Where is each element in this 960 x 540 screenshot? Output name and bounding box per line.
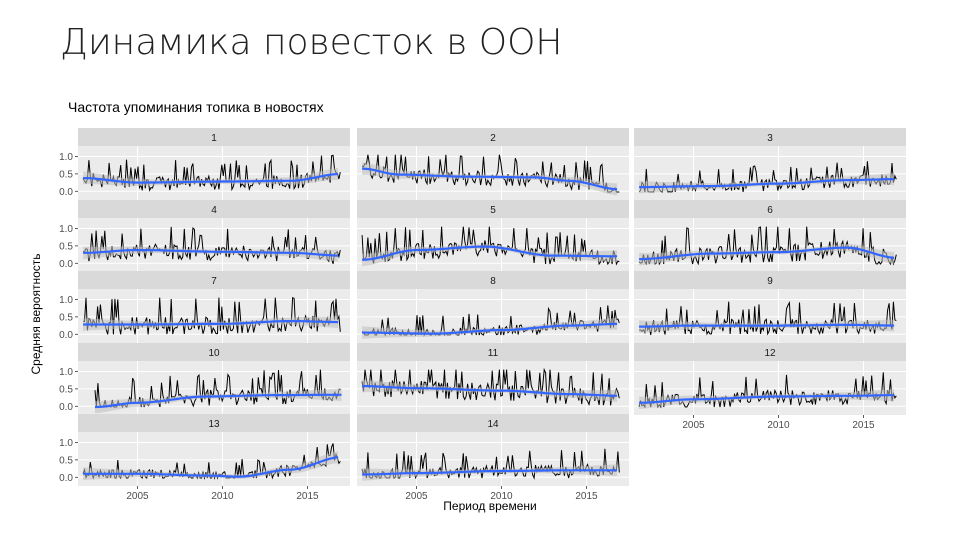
facet-strip <box>357 271 629 289</box>
facet-strip <box>78 414 350 432</box>
y-tick-label: 0.0 <box>59 473 73 484</box>
raw-series-line <box>82 154 341 192</box>
raw-series-line <box>361 154 620 193</box>
chart-title: Частота упоминания топика в новостях <box>68 99 324 115</box>
facet-strip <box>357 343 629 361</box>
smooth-trend-line <box>639 323 895 328</box>
y-tick-label: 0.0 <box>59 402 73 413</box>
facet-strip-label: 7 <box>211 276 217 287</box>
facet-strip-label: 1 <box>211 133 217 144</box>
x-tick-label: 2015 <box>296 491 319 502</box>
facet-strip-label: 10 <box>208 348 220 359</box>
facet-panels: 1 0.0 0.5 1.0 2 3 4 0.0 0.5 1.0 5 6 7 0.0 0.5 1.0 8 9 10 0.… <box>59 128 906 502</box>
facet-strip-label: 14 <box>487 419 499 430</box>
smooth-trend-line <box>362 322 618 335</box>
x-tick-label: 2005 <box>405 491 428 502</box>
x-tick-label: 2015 <box>852 420 875 431</box>
y-tick-label: 0.0 <box>59 259 73 270</box>
y-tick-label: 1.0 <box>59 367 73 378</box>
smooth-trend-line <box>83 320 339 326</box>
panel-background <box>634 218 906 272</box>
facet-strip <box>634 128 906 146</box>
confidence-band <box>639 389 895 410</box>
facet-strip <box>78 128 350 146</box>
smooth-trend-line <box>94 393 342 409</box>
y-tick-label: 0.5 <box>59 169 73 180</box>
smooth-trend-line <box>639 246 895 261</box>
smooth-trend-line <box>362 245 618 261</box>
facet-strip <box>78 343 350 361</box>
y-tick-label: 0.5 <box>59 312 73 323</box>
facet-panel-9: 9 <box>634 271 906 343</box>
facet-strip <box>357 200 629 218</box>
facet-strip <box>78 200 350 218</box>
facet-panel-3: 3 <box>634 128 906 200</box>
smooth-trend-line <box>83 172 339 184</box>
slide-title: Динамика повесток в ООН <box>60 22 563 63</box>
facet-strip <box>634 343 906 361</box>
y-axis-label: Средняя вероятность <box>29 253 43 374</box>
y-tick-label: 0.5 <box>59 241 73 252</box>
y-tick-label: 1.0 <box>59 152 73 163</box>
x-tick-label: 2010 <box>211 491 234 502</box>
facet-strip <box>357 414 629 432</box>
facet-strip-label: 5 <box>490 205 496 216</box>
y-tick-label: 0.5 <box>59 384 73 395</box>
x-axis-label: Период времени <box>443 499 536 513</box>
confidence-band <box>362 464 618 481</box>
facet-panel-4: 4 0.0 0.5 1.0 <box>59 200 350 272</box>
facet-strip-label: 12 <box>764 348 776 359</box>
facet-panel-10: 10 0.0 0.5 1.0 <box>59 343 350 415</box>
facet-strip <box>634 271 906 289</box>
x-tick-label: 2005 <box>682 420 705 431</box>
facet-strip <box>357 128 629 146</box>
facet-panel-8: 8 <box>357 271 629 343</box>
raw-series-line <box>638 300 897 336</box>
facet-strip-label: 2 <box>490 133 496 144</box>
smooth-trend-line <box>83 249 339 257</box>
facet-panel-12: 12 2005 2010 2015 <box>634 343 906 431</box>
x-tick-label: 2005 <box>126 491 149 502</box>
x-tick-label: 2010 <box>767 420 790 431</box>
smooth-trend-line <box>362 167 618 191</box>
x-tick-label: 2010 <box>490 491 513 502</box>
smooth-trend-line <box>639 394 895 404</box>
y-tick-label: 0.5 <box>59 455 73 466</box>
smooth-trend-line <box>83 456 339 478</box>
smooth-trend-line <box>362 469 618 476</box>
facet-strip-label: 4 <box>211 205 217 216</box>
smooth-trend-line <box>639 178 895 189</box>
y-tick-label: 1.0 <box>59 224 73 235</box>
y-tick-label: 1.0 <box>59 295 73 306</box>
facet-strip-label: 6 <box>767 205 773 216</box>
facet-strip-label: 9 <box>767 276 773 287</box>
panel-background <box>634 289 906 343</box>
facet-strip-label: 3 <box>767 133 773 144</box>
facet-panel-2: 2 <box>357 128 629 200</box>
facet-strip-label: 13 <box>208 419 220 430</box>
facet-panel-11: 11 <box>357 343 629 415</box>
y-tick-label: 0.0 <box>59 330 73 341</box>
x-tick-label: 2015 <box>575 491 598 502</box>
panel-background <box>78 146 350 200</box>
facet-panel-6: 6 <box>634 200 906 272</box>
y-tick-label: 1.0 <box>59 438 73 449</box>
facet-strip-label: 8 <box>490 276 496 287</box>
facet-panel-5: 5 <box>357 200 629 272</box>
facet-strip <box>634 200 906 218</box>
confidence-band <box>362 162 618 196</box>
smooth-trend-line <box>362 385 618 397</box>
facet-strip <box>78 271 350 289</box>
panel-background <box>78 218 350 272</box>
facet-panel-7: 7 0.0 0.5 1.0 <box>59 271 350 343</box>
facet-panel-1: 1 0.0 0.5 1.0 <box>59 128 350 200</box>
facet-strip-label: 11 <box>488 348 499 359</box>
facet-panel-14: 14 2005 2010 2015 <box>357 414 629 502</box>
y-tick-label: 0.0 <box>59 187 73 198</box>
facet-panel-13: 13 0.0 0.5 1.0 2005 2010 2015 <box>59 414 350 502</box>
